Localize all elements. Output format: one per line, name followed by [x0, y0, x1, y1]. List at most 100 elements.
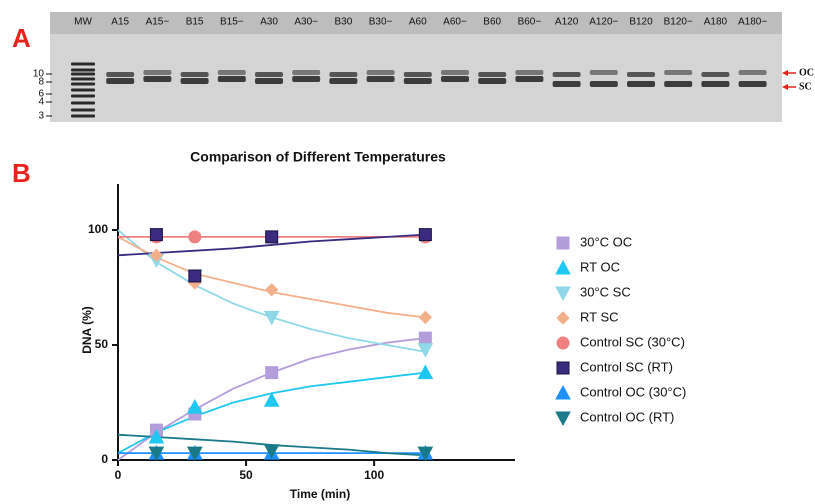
y-tick-label: 50 — [95, 337, 109, 351]
y-tick-label: 0 — [101, 452, 108, 466]
lane-label: A180− — [738, 17, 767, 28]
oc-band — [404, 72, 432, 77]
figure: A MWA15A15−B15B15−A30A30−B30B30−A60A60−B… — [0, 0, 815, 504]
sc-band — [441, 76, 469, 82]
y-tick-label: 100 — [88, 222, 108, 236]
lane-label: B30 — [335, 17, 353, 28]
oc-band — [367, 70, 395, 75]
point — [557, 237, 569, 249]
point — [557, 362, 569, 374]
lane-label: A60 — [409, 17, 427, 28]
ladder-label: 3 — [38, 111, 44, 122]
fit-line — [118, 237, 425, 318]
lane-label: A15 — [111, 17, 129, 28]
arrow-head — [782, 84, 788, 90]
ladder-band — [71, 102, 95, 105]
point — [419, 332, 431, 344]
point — [189, 270, 201, 282]
lane-label: A180 — [704, 17, 728, 28]
point — [556, 412, 570, 425]
lane-label: A30− — [294, 17, 318, 28]
ladder-band — [71, 95, 95, 98]
point — [556, 261, 570, 274]
lane-label: B60− — [518, 17, 542, 28]
oc-band — [590, 70, 618, 75]
sc-band — [255, 78, 283, 84]
ladder-band — [71, 73, 95, 76]
ladder-label: 8 — [38, 77, 44, 88]
lane-label: B30− — [369, 17, 393, 28]
legend-label: Control SC (RT) — [580, 359, 673, 374]
legend-label: 30°C OC — [580, 234, 632, 249]
fit-line — [118, 373, 425, 454]
sc-band — [329, 78, 357, 84]
ladder-band — [71, 69, 95, 72]
sc-band — [553, 81, 581, 87]
ladder-band — [71, 115, 95, 118]
panel-label: B — [12, 158, 31, 188]
ladder-band — [71, 89, 95, 92]
oc-band — [292, 70, 320, 75]
oc-band — [218, 70, 246, 75]
lane-label: A15− — [146, 17, 170, 28]
sc-band — [292, 76, 320, 82]
sc-band — [367, 76, 395, 82]
band-marker: OC — [799, 67, 814, 78]
point — [418, 344, 432, 357]
sc-band — [218, 76, 246, 82]
legend-label: RT SC — [580, 309, 619, 324]
oc-band — [701, 72, 729, 77]
lane-label: MW — [74, 17, 92, 28]
sc-band — [701, 81, 729, 87]
oc-band — [515, 70, 543, 75]
point — [557, 312, 569, 324]
point — [150, 229, 162, 241]
sc-band — [515, 76, 543, 82]
point — [266, 367, 278, 379]
point — [557, 337, 569, 349]
chart-title: Comparison of Different Temperatures — [190, 149, 446, 165]
band-marker: SC — [799, 81, 812, 92]
lane-label: A120 — [555, 17, 579, 28]
lane-label: B120 — [629, 17, 653, 28]
lane-label: B120− — [664, 17, 693, 28]
oc-band — [106, 72, 134, 77]
legend-label: Control OC (30°C) — [580, 384, 686, 399]
oc-band — [255, 72, 283, 77]
lane-label: B15 — [186, 17, 204, 28]
lane-label: A120− — [589, 17, 618, 28]
panel-label: A — [12, 23, 31, 53]
legend-label: Control OC (RT) — [580, 409, 674, 424]
sc-band — [143, 76, 171, 82]
lane-label: B15− — [220, 17, 244, 28]
oc-band — [553, 72, 581, 77]
lane-label: A60− — [443, 17, 467, 28]
x-tick-label: 50 — [239, 468, 253, 482]
legend-label: RT OC — [580, 259, 620, 274]
point — [418, 366, 432, 379]
lane-label: A30 — [260, 17, 278, 28]
x-axis-label: Time (min) — [290, 487, 350, 501]
point — [419, 311, 431, 323]
point — [556, 386, 570, 399]
arrow-head — [782, 70, 788, 76]
point — [265, 311, 279, 324]
lane-label: B60 — [483, 17, 501, 28]
sc-band — [664, 81, 692, 87]
sc-band — [590, 81, 618, 87]
point — [189, 231, 201, 243]
oc-band — [441, 70, 469, 75]
sc-band — [627, 81, 655, 87]
oc-band — [143, 70, 171, 75]
oc-band — [664, 70, 692, 75]
oc-band — [329, 72, 357, 77]
point — [266, 284, 278, 296]
sc-band — [478, 78, 506, 84]
x-tick-label: 0 — [115, 468, 122, 482]
oc-band — [181, 72, 209, 77]
ladder-band — [71, 63, 95, 66]
point — [266, 231, 278, 243]
oc-band — [627, 72, 655, 77]
sc-band — [181, 78, 209, 84]
sc-band — [404, 78, 432, 84]
